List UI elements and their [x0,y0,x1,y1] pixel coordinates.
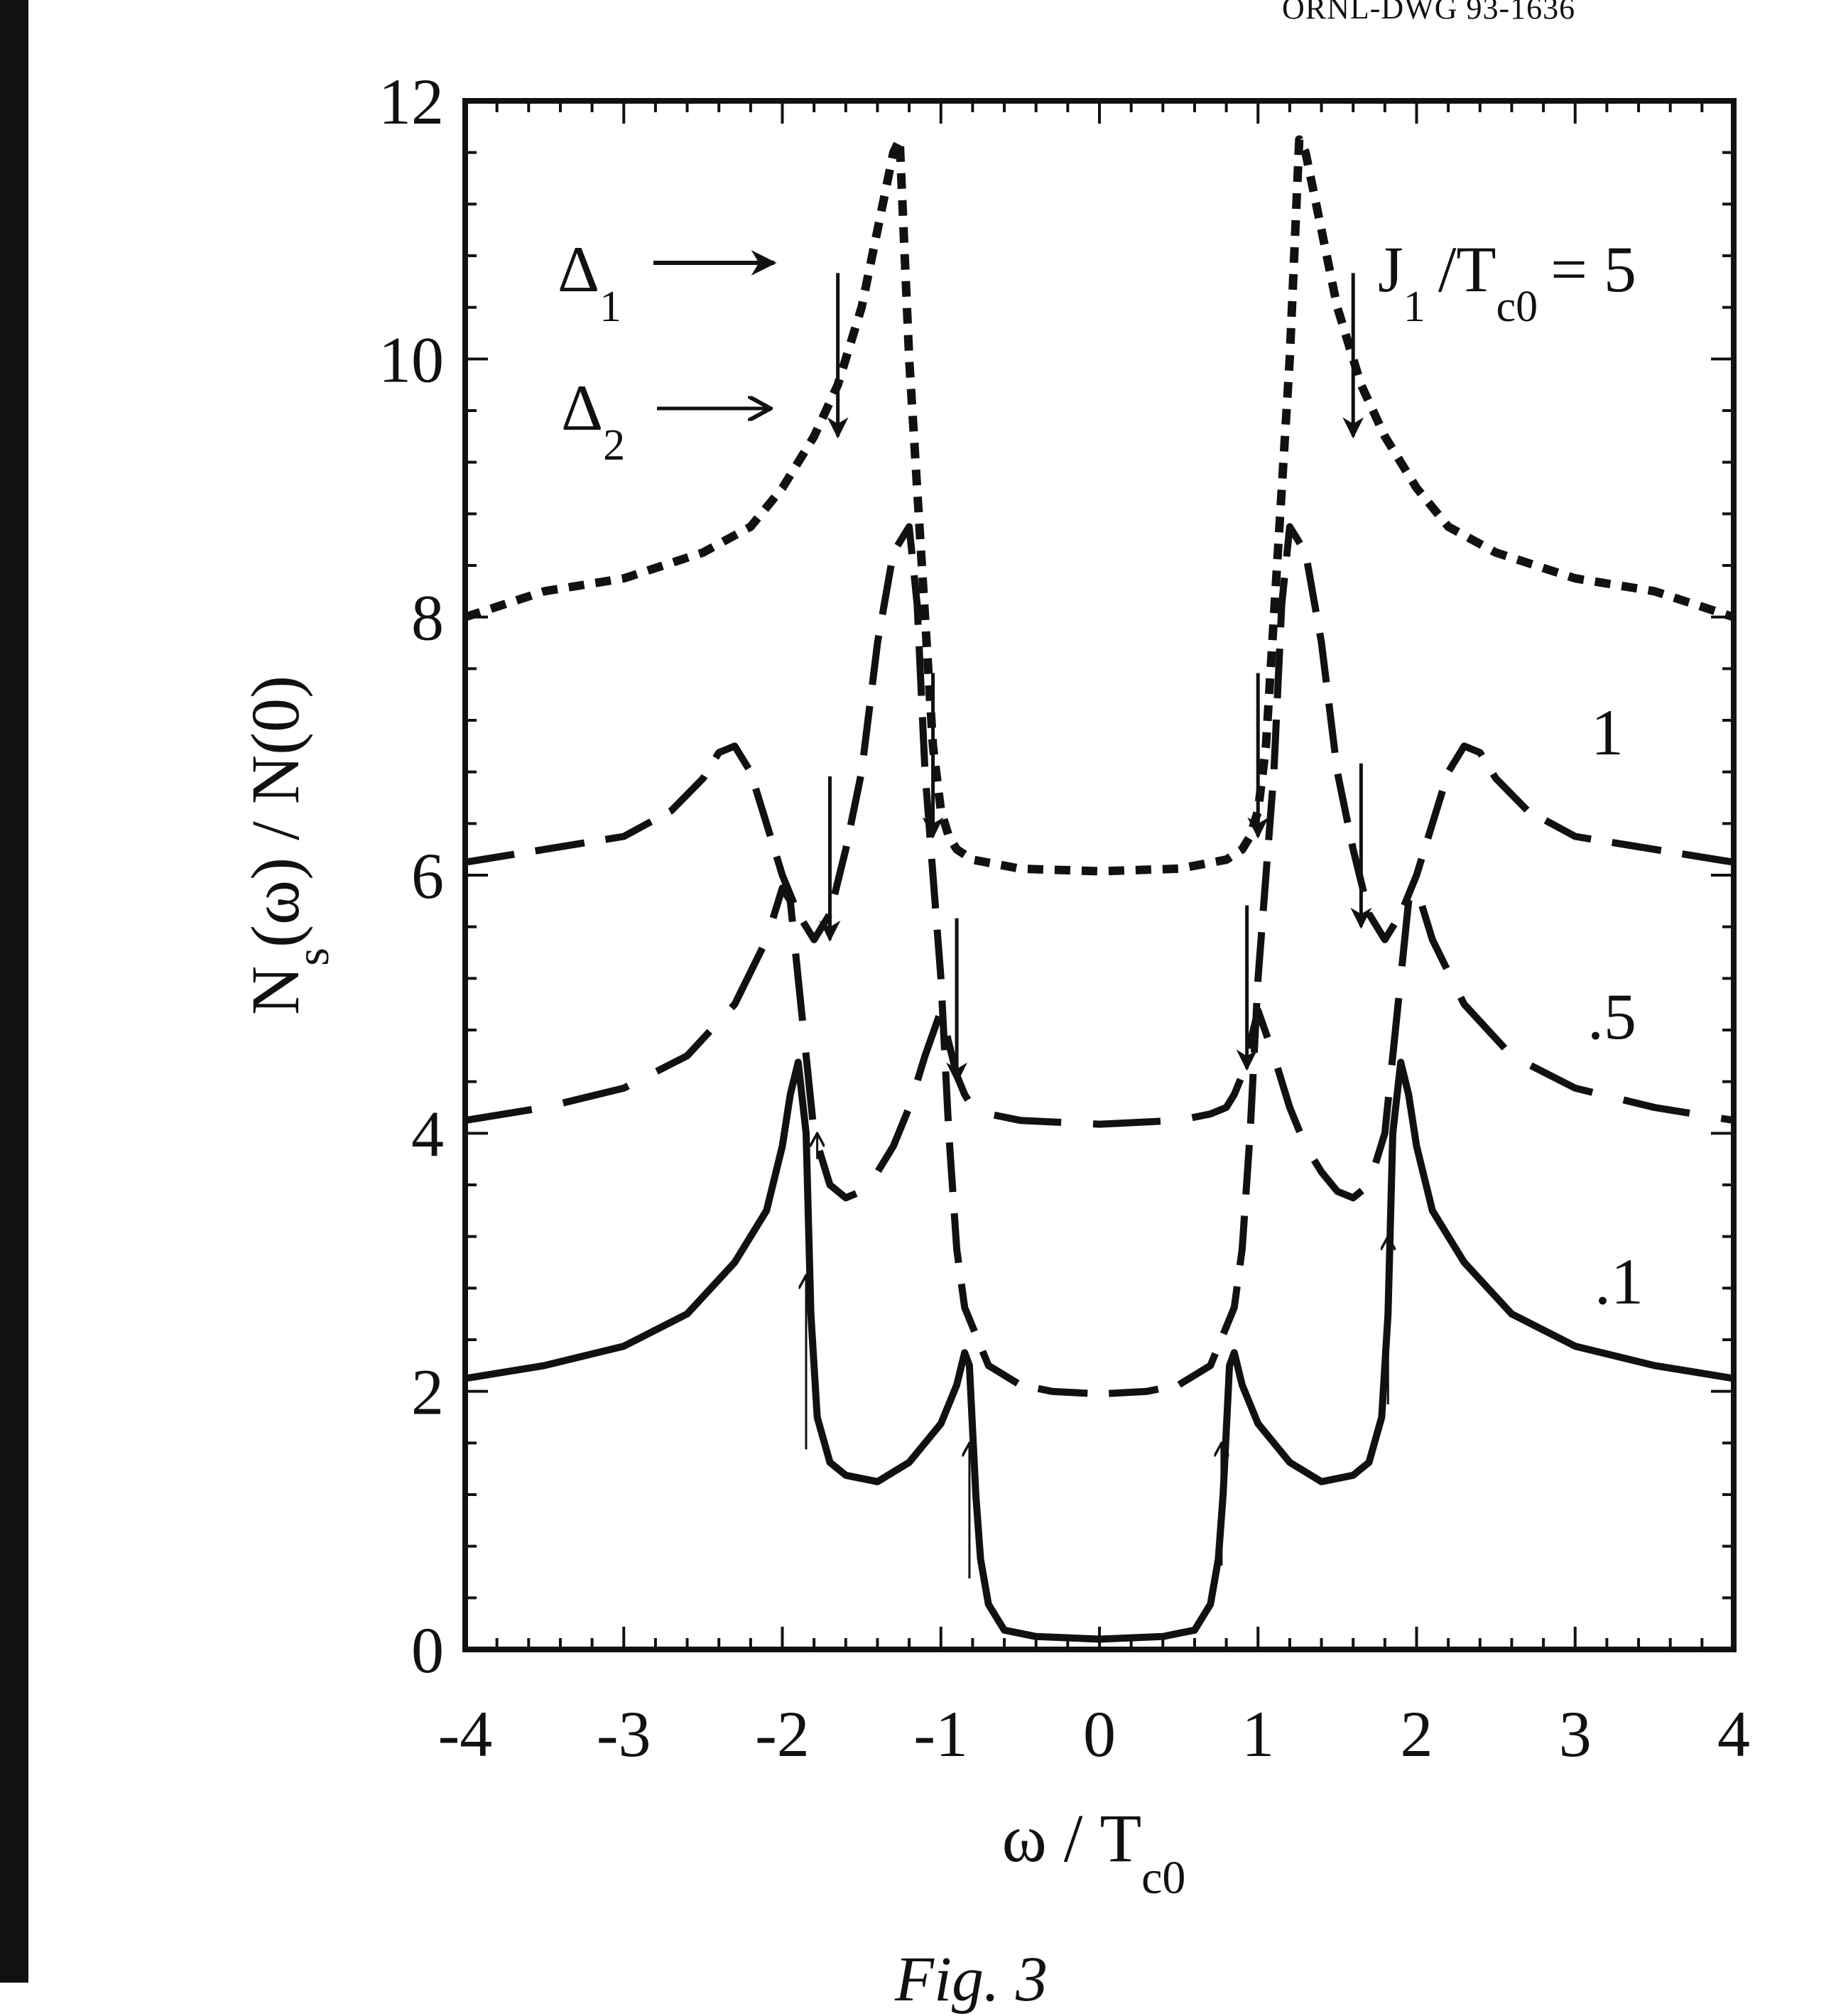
legend-delta1-main: Δ [558,233,599,305]
axis-ticks [464,99,1735,1651]
figure-caption: Fig. 3 [895,1944,1048,2015]
x-tick-label: 4 [1717,1698,1750,1770]
y-axis-label: Ns(ω) / N(0) [237,676,339,1015]
series-layer [464,135,1735,1643]
x-tick-label: 2 [1401,1698,1433,1770]
x-tick-labels: -4 -3 -2 -1 0 1 2 3 4 [438,1698,1750,1770]
series-label-j05: .5 [1587,980,1636,1053]
y-tick-label: 0 [411,1614,444,1686]
series-label-j1: 1 [1591,696,1624,769]
y-tick-label: 4 [411,1098,444,1170]
x-tick-label: 1 [1242,1698,1274,1770]
drawing-id-label: ORNL-DWG 93-1636 [1282,0,1576,26]
y-axis-label-main: N [237,966,313,1015]
x-tick-label: -4 [438,1698,493,1770]
series-label-j5-t: /T [1438,233,1496,305]
y-tick-label: 8 [411,582,444,654]
y-tick-labels: 0 2 4 6 8 10 12 [379,65,444,1686]
series-label-j01: .1 [1594,1245,1643,1318]
x-tick-label: 0 [1083,1698,1116,1770]
x-axis-label-sub: c0 [1141,1852,1185,1904]
x-tick-label: 3 [1559,1698,1592,1770]
x-axis-label: ω / Tc0 [1002,1800,1186,1904]
series-line-j1 [464,523,1734,1398]
series-label-j5-sub1: 1 [1403,283,1425,331]
x-tick-label: -1 [913,1698,968,1770]
x-tick-label: -3 [597,1698,651,1770]
series-label-j5-val: = 5 [1550,233,1636,305]
y-axis-label-sub: s [287,948,339,966]
page-left-border [0,0,28,1983]
y-tick-label: 12 [379,65,444,138]
legend-delta1-sub: 1 [599,283,621,331]
series-line-j05 [464,884,1734,1202]
series-label-j5: J1/Tc0= 5 [1378,233,1636,331]
x-tick-label: -2 [755,1698,810,1770]
x-axis-label-main: ω / T [1002,1800,1142,1876]
y-tick-label: 6 [411,840,444,912]
series-label-j5-sub2: c0 [1496,283,1538,331]
y-tick-label: 10 [379,323,444,396]
arrow-layer [806,273,1388,1579]
legend-delta2-main: Δ [561,372,603,444]
y-tick-label: 2 [411,1356,444,1429]
y-axis-label-rest: (ω) / N(0) [237,676,313,948]
plot-frame [462,98,1737,1652]
series-label-j5-j: J [1378,233,1403,305]
series-line-j5 [464,135,1735,876]
series-line-j01 [464,1058,1734,1643]
legend-delta1-label: Δ1 [558,233,621,331]
legend-delta2-label: Δ2 [561,372,625,470]
legend-delta2-sub: 2 [603,421,625,470]
